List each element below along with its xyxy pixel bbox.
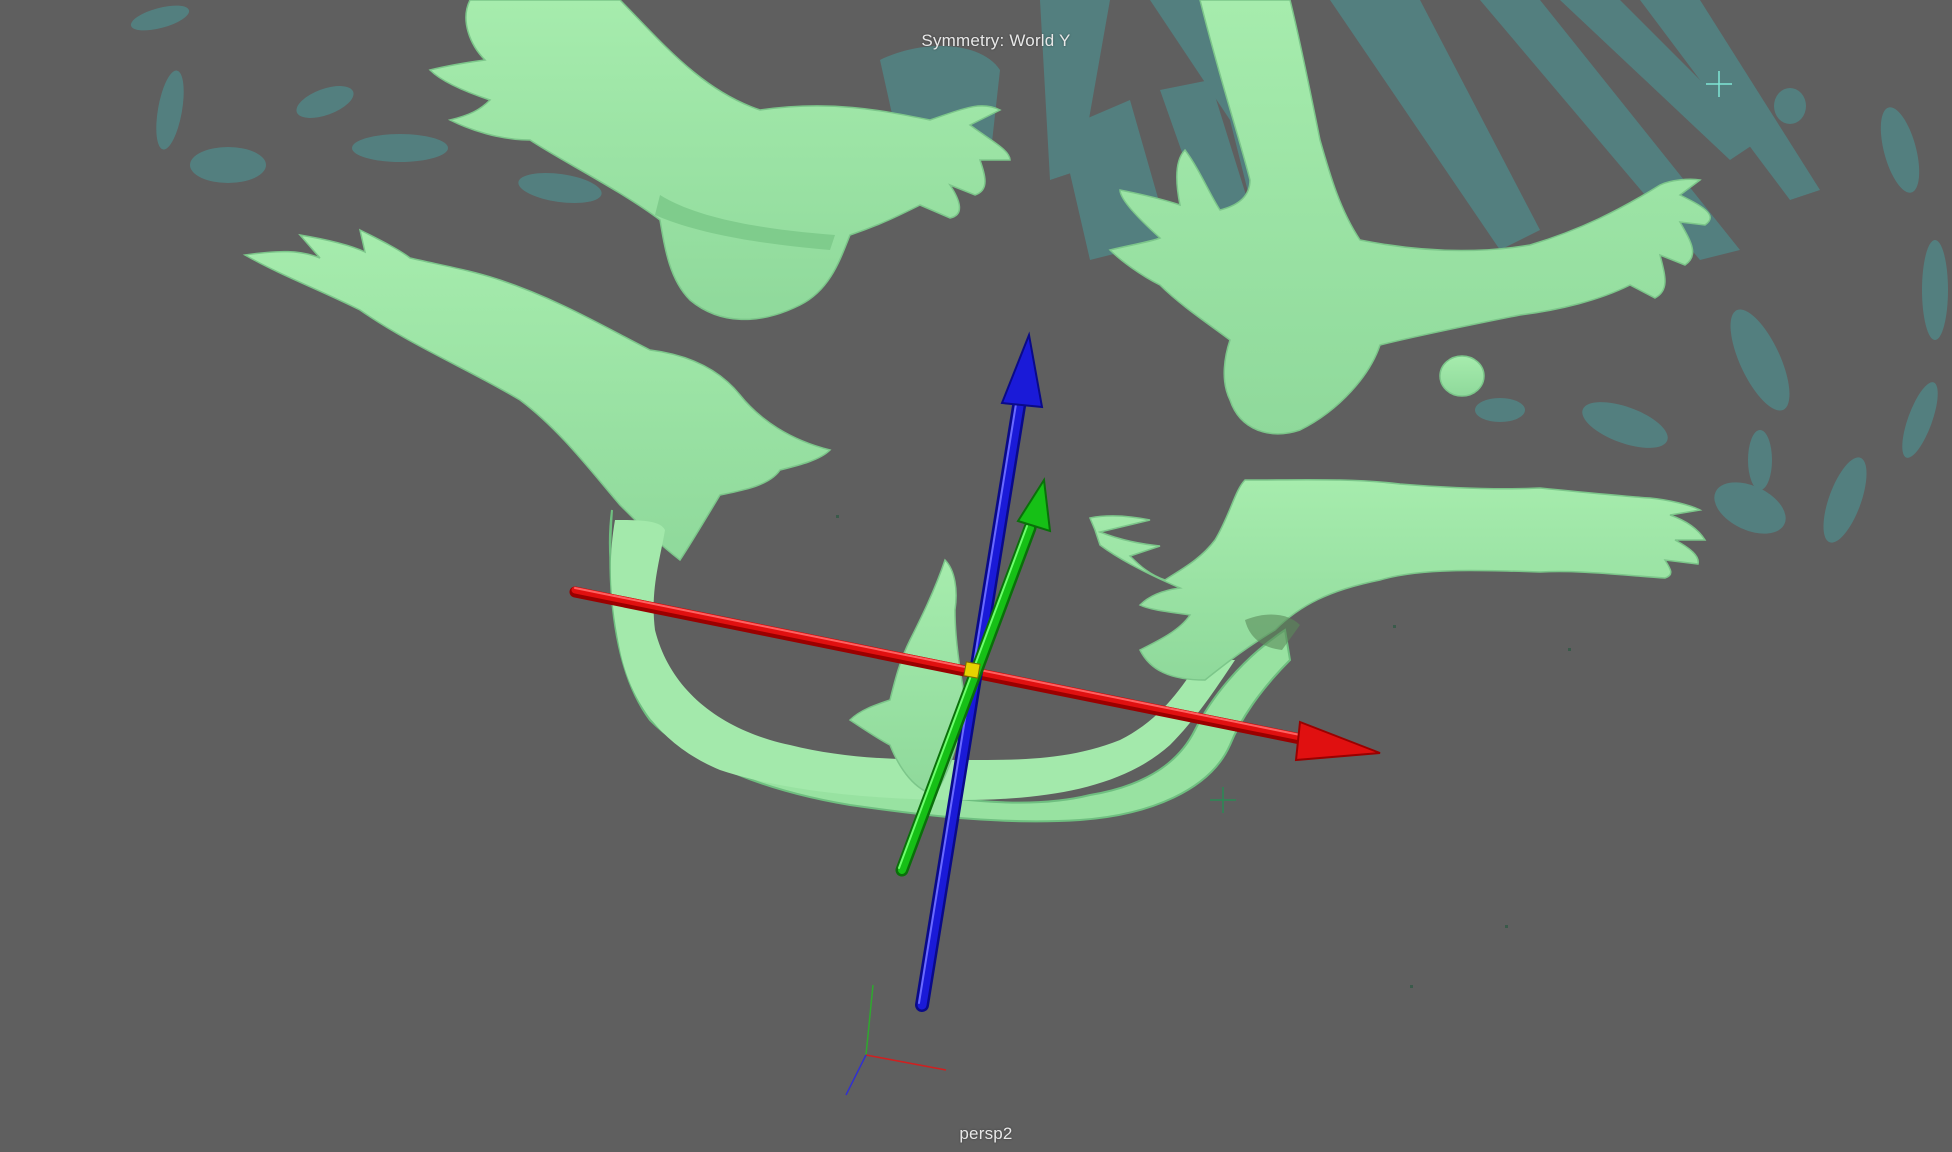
mesh-hand-right[interactable] <box>1088 478 1707 681</box>
mesh-hand-upper-right[interactable] <box>1108 0 1711 435</box>
mesh-u-curve[interactable] <box>608 509 1292 823</box>
locator-icon-ghost[interactable] <box>1706 71 1732 97</box>
move-manipulator-icon[interactable] <box>569 331 1381 1012</box>
symmetry-status-label: Symmetry: World Y <box>0 31 1952 51</box>
camera-name-label: persp2 <box>0 1124 1952 1144</box>
stray-vertex-marks <box>836 515 1571 988</box>
view-axis-indicator-icon <box>845 984 947 1096</box>
symmetry-status-text: Symmetry: World Y <box>921 31 1071 50</box>
camera-name-text: persp2 <box>959 1124 1013 1143</box>
mesh-hand-upper-left[interactable] <box>428 0 1011 321</box>
locator-icon[interactable] <box>1210 787 1236 813</box>
mesh-hand-left[interactable] <box>242 228 832 562</box>
x-axis-arrow-head[interactable] <box>1294 720 1381 762</box>
mesh-knob <box>1439 355 1485 397</box>
mesh-central-fin[interactable] <box>848 558 966 796</box>
y-axis-handle[interactable] <box>898 524 1034 874</box>
pivot-center-handle[interactable] <box>963 661 981 679</box>
y-axis-arrow-head[interactable] <box>1016 477 1052 533</box>
z-axis-arrow-head[interactable] <box>1000 331 1044 409</box>
x-axis-handle[interactable] <box>571 586 1324 745</box>
